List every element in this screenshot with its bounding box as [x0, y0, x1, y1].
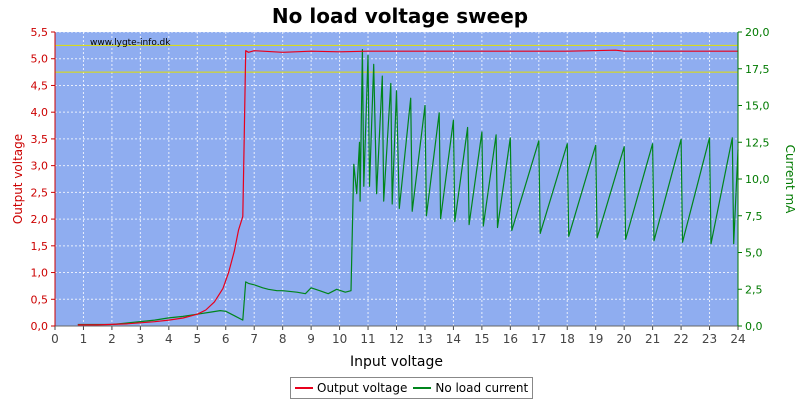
x-tick-label: 16 — [503, 332, 518, 346]
y-left-tick-label: 4,0 — [31, 106, 49, 119]
x-tick-label: 7 — [250, 332, 258, 346]
axes: 0 1 2 3 4 5 6 7 8 9 10 11 12 13 14 15 16 17 18 19 20 21 22 23 24… — [31, 26, 770, 346]
x-tick-label: 11 — [360, 332, 375, 346]
x-tick-label: 0 — [51, 332, 59, 346]
y-left-tick-label: 5,0 — [31, 53, 49, 66]
x-tick-label: 19 — [588, 332, 603, 346]
y-right-tick-label: 17,5 — [745, 63, 770, 76]
y-right-tick-label: 12,5 — [745, 136, 770, 149]
x-tick-label: 17 — [531, 332, 546, 346]
y-right-tick-label: 15,0 — [745, 100, 770, 113]
legend-swatch-red — [295, 387, 313, 389]
x-tick-label: 22 — [673, 332, 688, 346]
x-tick-label: 12 — [389, 332, 404, 346]
chart-title: No load voltage sweep — [271, 4, 529, 28]
y-left-tick-label: 0,0 — [31, 320, 49, 333]
x-tick-label: 23 — [702, 332, 717, 346]
x-tick-label: 14 — [446, 332, 461, 346]
x-tick-label: 5 — [193, 332, 201, 346]
x-tick-label: 1 — [80, 332, 88, 346]
legend-label: Output voltage — [317, 381, 408, 395]
x-tick-label: 13 — [417, 332, 432, 346]
x-axis-label: Input voltage — [350, 354, 443, 370]
series-line-no-load-current — [77, 48, 739, 326]
x-tick-label: 10 — [332, 332, 347, 346]
legend-item-output-voltage: Output voltage — [295, 381, 407, 395]
x-tick-label: 9 — [307, 332, 315, 346]
x-tick-label: 18 — [560, 332, 575, 346]
y-left-tick-label: 5,5 — [31, 26, 49, 39]
reference-lines — [55, 44, 738, 73]
x-tick-label: 15 — [474, 332, 489, 346]
y-left-tick-label: 1,0 — [31, 267, 49, 280]
y-left-tick-label: 3,5 — [31, 133, 49, 146]
y-right-tick-label: 0,0 — [745, 320, 763, 333]
series-line-output-voltage — [77, 49, 738, 326]
series-layer — [77, 48, 739, 326]
x-tick-label: 6 — [222, 332, 230, 346]
y-axis-left-label: Output voltage — [11, 134, 25, 224]
y-right-tick-label: 7,5 — [745, 210, 763, 223]
x-tick-label: 3 — [137, 332, 145, 346]
y-axis-right-label: Current mA — [783, 145, 797, 215]
y-right-tick-label: 2,5 — [745, 283, 763, 296]
y-left-tick-label: 0,5 — [31, 293, 49, 306]
x-tick-label: 4 — [165, 332, 173, 346]
x-tick-label: 20 — [617, 332, 632, 346]
y-right-tick-label: 20,0 — [745, 26, 770, 39]
x-tick-label: 24 — [730, 332, 745, 346]
legend-swatch-green — [413, 387, 432, 389]
y-left-tick-label: 1,5 — [31, 240, 49, 253]
legend-item-no-load-current: No load current — [413, 381, 528, 395]
y-right-tick-label: 5,0 — [745, 247, 763, 260]
legend: Output voltage No load current — [290, 377, 534, 399]
watermark-text: www.lygte-info.dk — [90, 38, 171, 48]
legend-label: No load current — [435, 381, 529, 395]
x-tick-label: 8 — [279, 332, 287, 346]
y-left-tick-label: 3,0 — [31, 160, 49, 173]
y-left-tick-label: 2,5 — [31, 186, 49, 199]
y-left-tick-label: 2,0 — [31, 213, 49, 226]
x-tick-label: 2 — [108, 332, 116, 346]
x-tick-label: 21 — [645, 332, 660, 346]
y-left-tick-label: 4,5 — [31, 79, 49, 92]
y-right-tick-label: 10,0 — [745, 173, 770, 186]
